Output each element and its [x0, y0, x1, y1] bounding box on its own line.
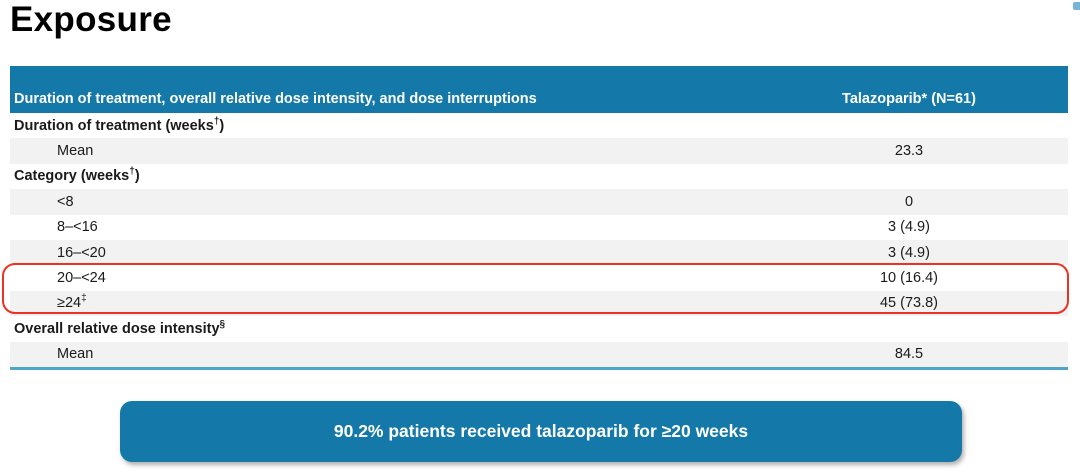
table-bottom-border [10, 366, 1068, 370]
row-value: 3 (4.9) [888, 244, 930, 261]
exposure-table: Duration of treatment, overall relative … [10, 66, 1068, 370]
row-value: 23.3 [894, 143, 924, 160]
table-row: Duration of treatment (weeks†) [10, 113, 1068, 138]
row-label: ≥24‡ [57, 293, 87, 312]
table-row: Overall relative dose intensity§ [10, 316, 1068, 341]
table-header-row: Duration of treatment, overall relative … [10, 66, 1068, 113]
table-row: Mean 84.5 [10, 341, 1068, 367]
row-value: 10 (16.4) [879, 270, 939, 287]
row-value: 3 (4.9) [888, 219, 930, 236]
summary-banner: 90.2% patients received talazoparib for … [120, 401, 962, 462]
table-row: 16–<20 3 (4.9) [10, 239, 1068, 266]
table-row: 20–<24 10 (16.4) [10, 265, 1068, 290]
table-row: 8–<16 3 (4.9) [10, 215, 1068, 240]
table-row: <8 0 [10, 189, 1068, 215]
table-header-label: Duration of treatment, overall relative … [14, 91, 537, 107]
row-label: Mean [57, 346, 94, 363]
row-label: <8 [57, 193, 74, 210]
row-value: 84.5 [894, 346, 924, 363]
row-label: 20–<24 [57, 270, 106, 287]
row-label: Overall relative dose intensity§ [14, 318, 226, 337]
row-value: 0 [904, 193, 914, 210]
row-label: 16–<20 [57, 244, 106, 261]
table-row: Mean 23.3 [10, 138, 1068, 164]
row-label: Category (weeks†) [14, 166, 140, 185]
row-value: 45 (73.8) [879, 295, 939, 312]
table-row: Category (weeks†) [10, 164, 1068, 189]
row-label: Mean [57, 143, 94, 160]
logo-fragment [1073, 2, 1080, 10]
table-header-value: Talazoparib* (N=61) [842, 91, 976, 107]
page-title: Exposure [10, 0, 172, 39]
row-label: 8–<16 [57, 219, 98, 236]
table-row: ≥24‡ 45 (73.8) [10, 290, 1068, 317]
row-label: Duration of treatment (weeks†) [14, 115, 225, 134]
summary-banner-text: 90.2% patients received talazoparib for … [333, 421, 749, 441]
